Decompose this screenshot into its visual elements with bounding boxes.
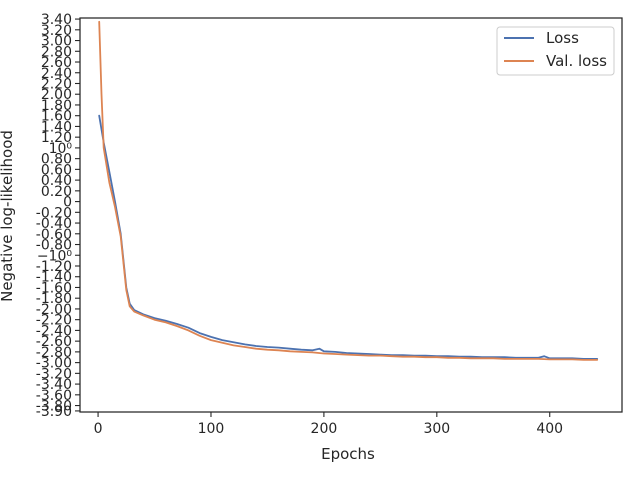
y-tick-label: −10⁰ [37, 248, 73, 264]
y-tick-label: -2.80 [36, 345, 72, 361]
y-axis-label: Negative log-likelihood [0, 130, 16, 302]
y-tick-label: -1.20 [36, 259, 72, 275]
y-tick-label: -3.20 [36, 366, 72, 382]
series-layer [98, 20, 599, 361]
y-tick-label: -3.00 [36, 356, 72, 372]
y-tick-label: 2.40 [41, 66, 72, 82]
series-line-loss [98, 114, 599, 360]
legend-label-val-loss: Val. loss [546, 52, 607, 70]
x-tick-label: 400 [536, 421, 563, 437]
y-tick-label: -2.40 [36, 323, 72, 339]
y-tick-label: 2.00 [41, 87, 72, 103]
y-tick-label: -3.60 [36, 388, 72, 404]
x-tick-label: 0 [94, 421, 103, 437]
y-tick-label: -3.40 [36, 377, 72, 393]
y-tick-label: 1.40 [41, 119, 72, 135]
y-tick-label: -0.80 [36, 238, 72, 254]
y-tick-label: 1.20 [41, 130, 72, 146]
x-tick-label: 100 [198, 421, 225, 437]
y-tick-label: 3.40 [41, 12, 72, 28]
y-tick-label: 3.00 [41, 34, 72, 50]
y-tick-label: 0.60 [41, 162, 72, 178]
y-tick-label: 0.20 [41, 184, 72, 200]
y-tick-label: 2.80 [41, 44, 72, 60]
y-tick-label: 1.80 [41, 98, 72, 114]
y-tick-label: -0.20 [36, 205, 72, 221]
y-tick-label: -3.80 [36, 399, 72, 415]
y-tick-label: -0.60 [36, 227, 72, 243]
y-tick-label: 0.40 [41, 173, 72, 189]
y-tick-label: -0.40 [36, 216, 72, 232]
x-axis-label: Epochs [321, 445, 375, 463]
y-tick-label: -2.00 [36, 302, 72, 318]
y-tick-label: -2.60 [36, 334, 72, 350]
y-tick-label: 2.60 [41, 55, 72, 71]
y-tick-label: 0 [63, 195, 72, 211]
y-tick-label: 1.60 [41, 109, 72, 125]
y-tick-label: -3.90 [36, 404, 72, 420]
legend-label-loss: Loss [546, 29, 579, 47]
legend: Loss Val. loss [496, 26, 615, 76]
x-axis-ticks: 0 100 200 300 400 [94, 412, 563, 437]
y-tick-label: -1.40 [36, 270, 72, 286]
series-line-val-loss [98, 20, 599, 361]
y-tick-label: 2.20 [41, 76, 72, 92]
y-tick-label: 3.20 [41, 23, 72, 39]
plot-frame [79, 17, 623, 413]
y-tick-label: -1.60 [36, 280, 72, 296]
y-tick-label: -1.80 [36, 291, 72, 307]
y-axis-ticks: -3.90-3.80-3.60-3.40-3.20-3.00-2.80-2.60… [36, 12, 80, 420]
y-tick-label: 0.80 [41, 152, 72, 168]
y-tick-label: 10⁰ [49, 141, 73, 157]
x-tick-label: 200 [311, 421, 338, 437]
x-tick-label: 300 [423, 421, 450, 437]
y-tick-label: -2.20 [36, 313, 72, 329]
